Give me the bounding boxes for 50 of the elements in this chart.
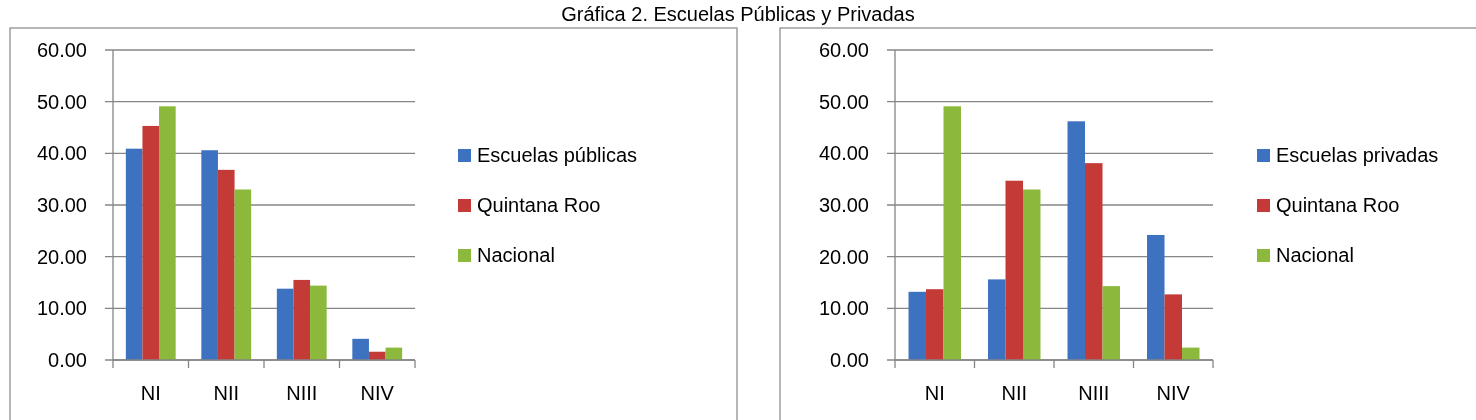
legend-label: Escuelas privadas [1276,144,1439,166]
bar [217,169,235,360]
y-tick-label: 50.00 [36,90,87,113]
bar [1085,163,1103,360]
y-tick-label: 10.00 [818,297,869,320]
legend-label: Quintana Roo [1276,194,1400,216]
legend-label: Nacional [477,244,555,266]
y-tick-label: 20.00 [36,245,87,268]
y-tick-label: 30.00 [36,194,87,216]
bar [1147,234,1165,360]
bar [1164,294,1182,360]
x-tick-label: NIV [360,382,395,404]
bar [159,106,176,360]
y-tick-label: 10.00 [36,297,87,320]
legend-label: Escuelas públicas [477,144,638,166]
text: Gráfica 2. Escuelas Públicas y Privadas [561,3,915,25]
x-tick-label: NIV [1156,382,1191,404]
y-tick-label: 60.00 [36,39,87,61]
y-tick-label: 50.00 [818,90,869,113]
bar [276,288,294,360]
bar [988,279,1006,360]
bar [1022,189,1041,360]
x-tick-label: NII [1001,382,1028,404]
x-tick-label: NII [213,382,240,404]
y-tick-label: 20.00 [818,245,869,268]
x-tick-label: NIII [1078,382,1110,404]
x-tick-label: NI [924,382,945,404]
bar [1102,286,1120,360]
bar [142,125,160,360]
y-tick-label: 40.00 [818,142,869,165]
bar [352,338,369,360]
x-tick-label: NI [140,382,161,404]
y-tick-label: 0.00 [48,349,87,371]
y-tick-label: 40.00 [36,142,87,165]
y-tick-label: 60.00 [818,39,869,61]
bar [1067,121,1086,360]
bar [943,106,961,360]
bar [908,291,927,360]
x-tick-label: NIII [286,382,318,404]
bar [310,285,327,360]
bar [926,289,944,360]
bar [1005,180,1023,360]
bar [293,279,311,360]
bar [234,189,252,360]
y-tick-label: 30.00 [818,194,869,216]
bar [201,150,218,360]
y-tick-label: 0.00 [830,349,869,371]
bar [125,148,143,360]
legend-label: Quintana Roo [477,194,601,216]
legend-label: Nacional [1276,244,1354,266]
